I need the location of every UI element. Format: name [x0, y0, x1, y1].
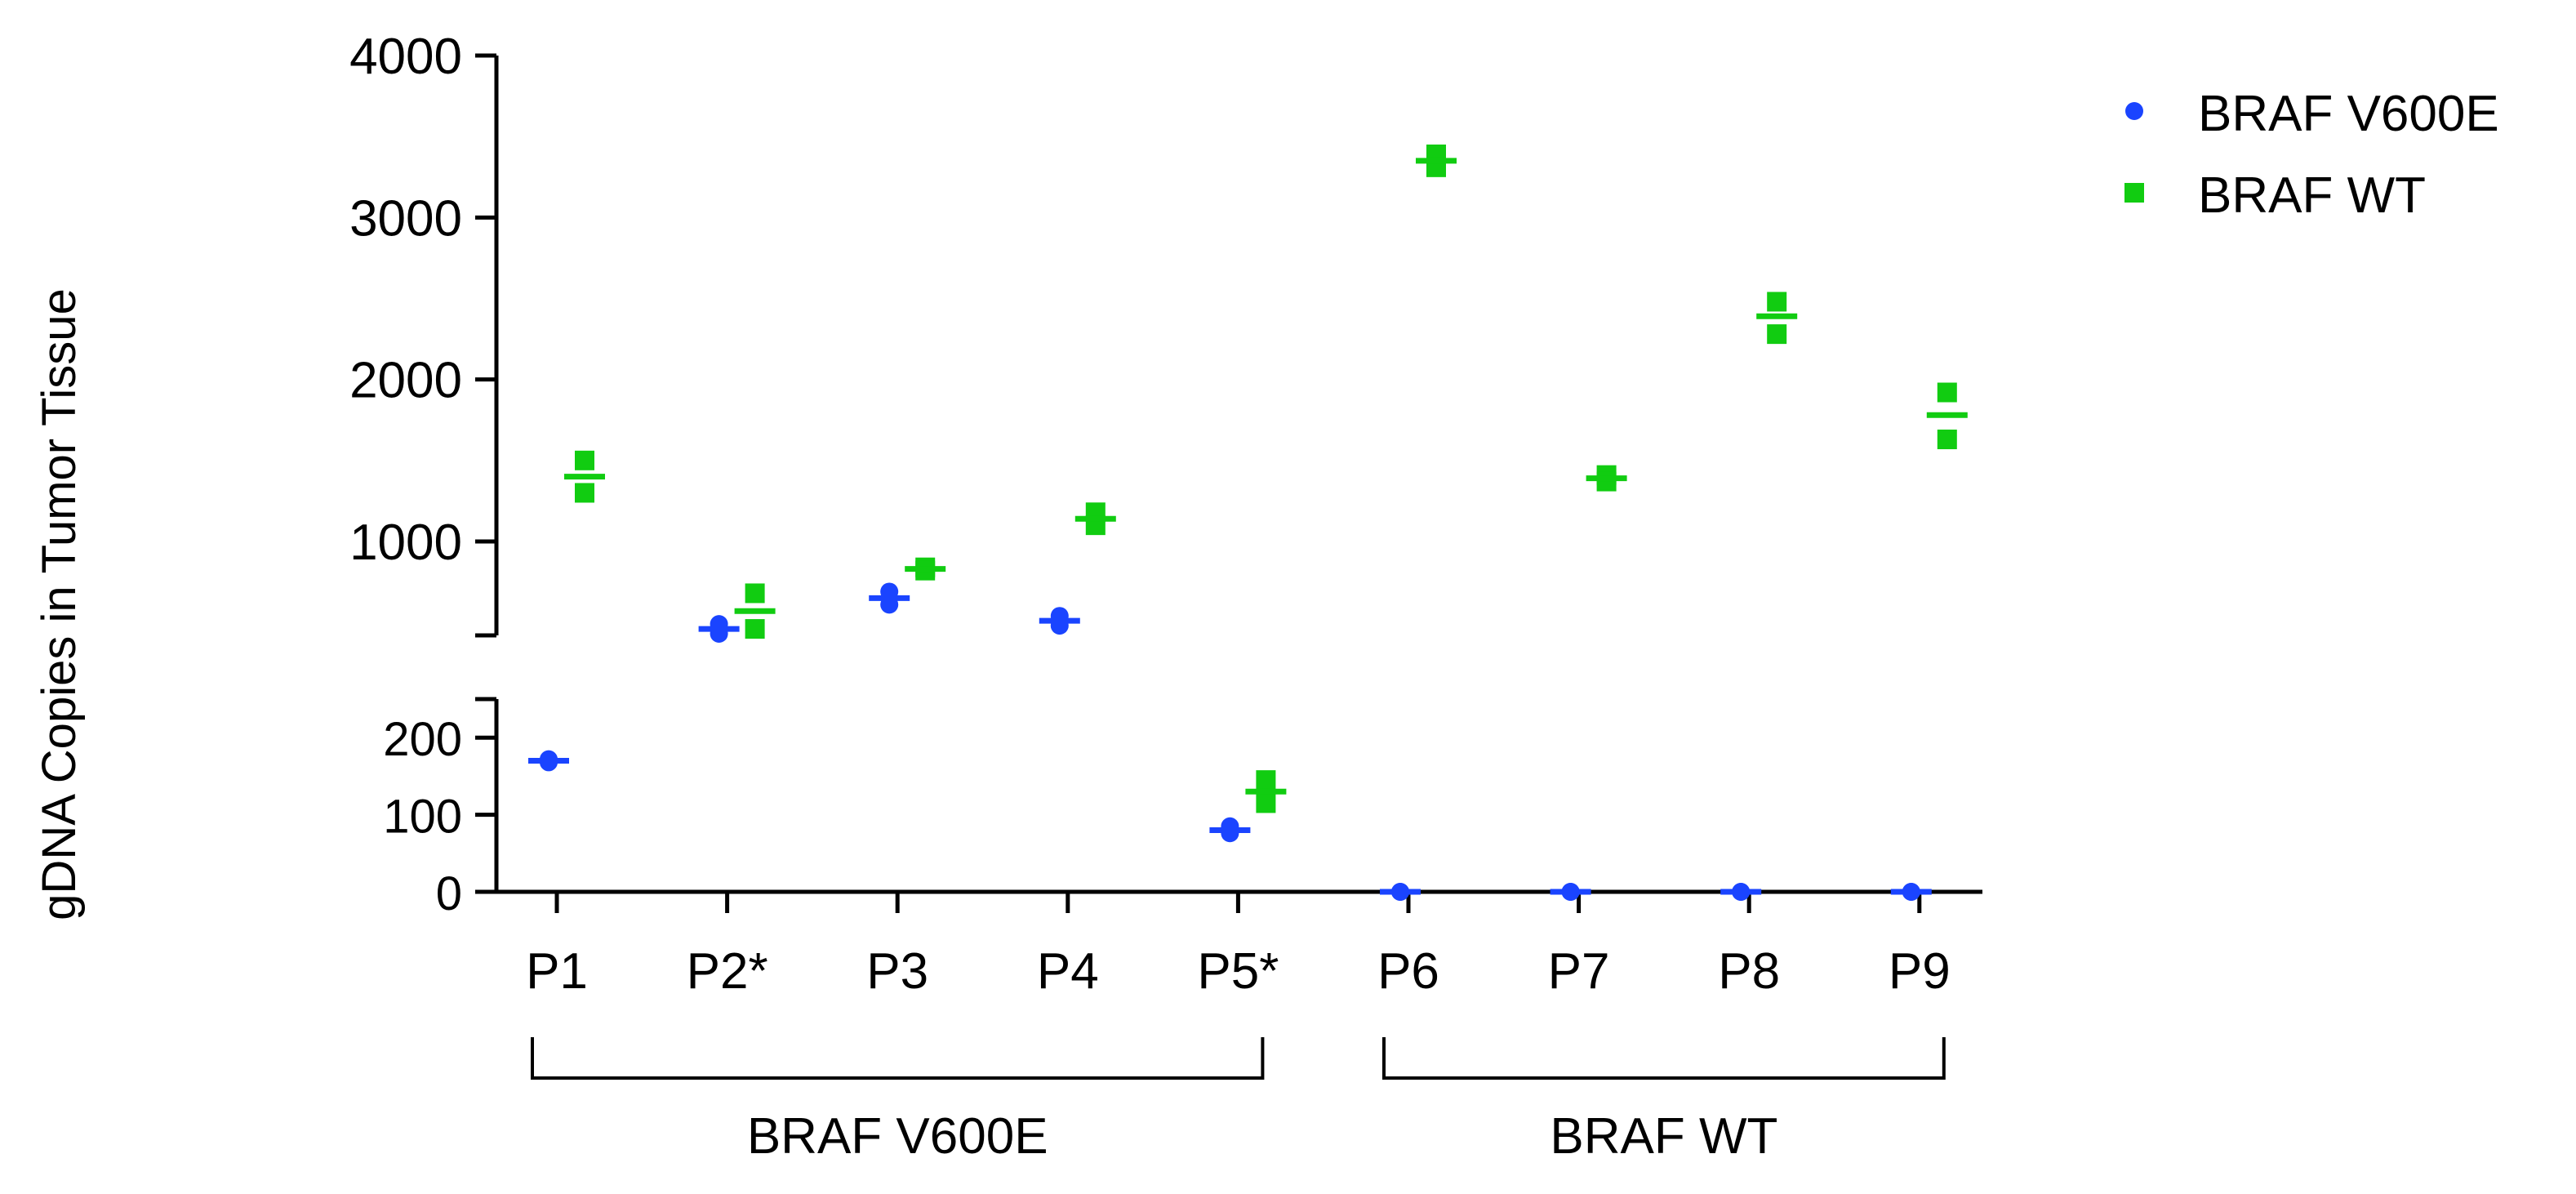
y-tick-label: 4000	[349, 29, 462, 85]
point-wt	[1937, 430, 1957, 450]
y-tick-label: 0	[436, 867, 462, 920]
y-tick-label: 2000	[349, 353, 462, 409]
point-wt	[1256, 770, 1276, 791]
point-v600e	[1221, 824, 1239, 843]
point-wt	[745, 583, 765, 604]
group-label: BRAF V600E	[747, 1108, 1048, 1165]
group-bracket	[1382, 1037, 1946, 1080]
legend: BRAF V600E BRAF WT	[2124, 86, 2499, 224]
x-tick-label: P9	[1889, 943, 1951, 1000]
x-tick-label: P7	[1548, 943, 1610, 1000]
point-wt	[1937, 382, 1957, 403]
point-wt	[575, 483, 594, 503]
x-tick-label: P3	[866, 943, 928, 1000]
x-tick-label: P4	[1037, 943, 1099, 1000]
y-tick-label: 200	[383, 713, 462, 766]
group-bracket	[531, 1037, 1265, 1080]
point-wt	[1256, 793, 1276, 813]
legend-label: BRAF V600E	[2198, 86, 2499, 142]
point-wt	[1767, 324, 1787, 345]
x-tick-label: P1	[526, 943, 588, 1000]
y-tick-label: 3000	[349, 190, 462, 247]
point-wt	[575, 450, 594, 470]
point-wt	[745, 619, 765, 639]
x-tick-label: P5*	[1197, 943, 1279, 1000]
legend-label: BRAF WT	[2198, 167, 2426, 224]
y-tick-label: 1000	[349, 515, 462, 571]
x-tick-label: P6	[1377, 943, 1439, 1000]
point-wt	[1596, 471, 1617, 492]
axes: 1000 2000 3000 4000 0 100 200 P1 P2* P3 P4 P5* P6 P7 P…	[349, 29, 1982, 1165]
legend-marker-wt	[2124, 183, 2144, 203]
x-tick-label: P2*	[687, 943, 768, 1000]
point-wt	[1767, 292, 1787, 312]
legend-marker-v600e	[2125, 102, 2143, 120]
y-tick-label: 100	[383, 791, 462, 844]
data-marks	[528, 144, 1968, 901]
y-axis-title: gDNA Copies in Tumor Tissue	[33, 288, 86, 920]
x-tick-label: P8	[1718, 943, 1780, 1000]
group-label: BRAF WT	[1550, 1108, 1777, 1165]
